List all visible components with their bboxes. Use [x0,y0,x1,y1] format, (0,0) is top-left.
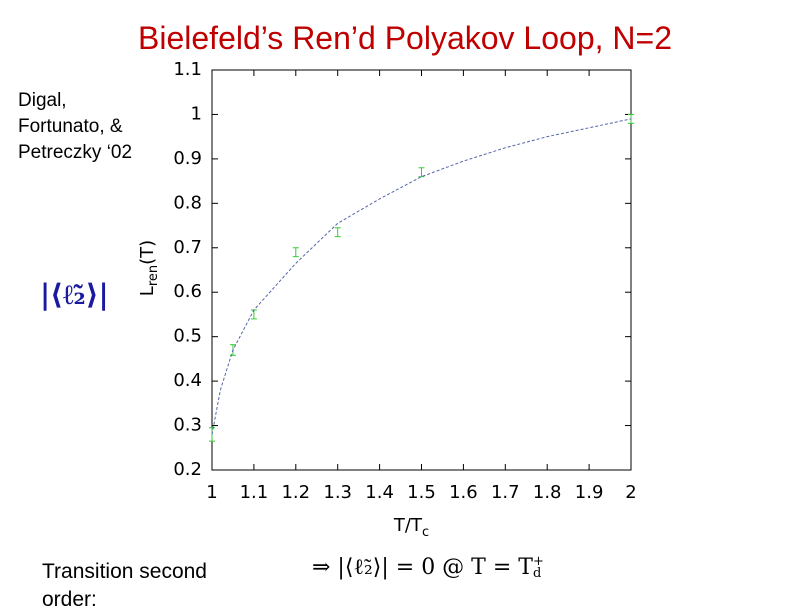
observable: |⟨ℓ̃₂⟩| [40,278,109,311]
slide: Bielefeld’s Ren’d Polyakov Loop, N=2 Dig… [18,20,672,611]
data-point [418,167,425,178]
fit-curve [211,118,632,435]
y-label-sub: ren [146,265,161,286]
y-label-main: L [137,286,158,296]
result-text: ⇒ |⟨ℓ̃₂⟩| = 0 @ T = T [312,555,533,580]
result-sup: + [532,554,544,569]
citation-line: Fortunato, & [18,116,123,137]
y-tick-label: 1.1 [173,59,202,80]
y-tick-label: 0.7 [173,237,202,258]
x-label-main: T/T [393,515,423,536]
x-label-sub: c [422,525,429,540]
x-tick-label: 1.1 [240,482,269,503]
y-tick-label: 0.3 [173,415,202,436]
y-tick-label: 0.9 [173,148,202,169]
x-tick-label: 1.4 [365,482,394,503]
x-tick-label: 1.6 [449,482,478,503]
result-scripts: + d [532,554,544,581]
x-tick-label: 1.2 [281,482,310,503]
y-label-tail: (T) [137,240,158,265]
y-tick-label: 1 [191,103,202,124]
data-point [334,227,341,238]
y-tick-label: 0.5 [173,326,202,347]
y-tick-label: 0.4 [173,370,202,391]
x-tick-label: 1.7 [491,482,520,503]
y-tick-label: 0.8 [173,192,202,213]
x-axis-label: T/Tc [393,515,429,540]
chart: 1 1.1 1.2 1.3 1.4 1.5 1.6 1.7 1.8 1.9 2 0.2 0.3 0.4 0.… [137,59,637,540]
result-sub: d [532,566,542,581]
x-tick-label: 1.8 [533,482,562,503]
slide-title: Bielefeld’s Ren’d Polyakov Loop, N=2 [138,20,672,56]
citation: Digal, Fortunato, & Petreczky ‘02 [18,88,132,166]
x-tick-label: 1.3 [323,482,352,503]
x-tick-label: 1.5 [407,482,436,503]
y-tick-label: 0.2 [173,459,202,480]
x-tick-label: 2 [625,482,636,503]
plot-frame [211,69,632,471]
data-point [292,247,299,258]
x-tick-label: 1.9 [575,482,604,503]
result: ⇒ |⟨ℓ̃₂⟩| = 0 @ T = T + d [312,554,544,580]
y-tick-label: 0.6 [173,281,202,302]
x-tick-label: 1 [206,482,217,503]
citation-line: Digal, [18,90,67,111]
citation-line: Petreczky ‘02 [18,142,133,163]
y-axis-label: Lren(T) [137,240,161,296]
